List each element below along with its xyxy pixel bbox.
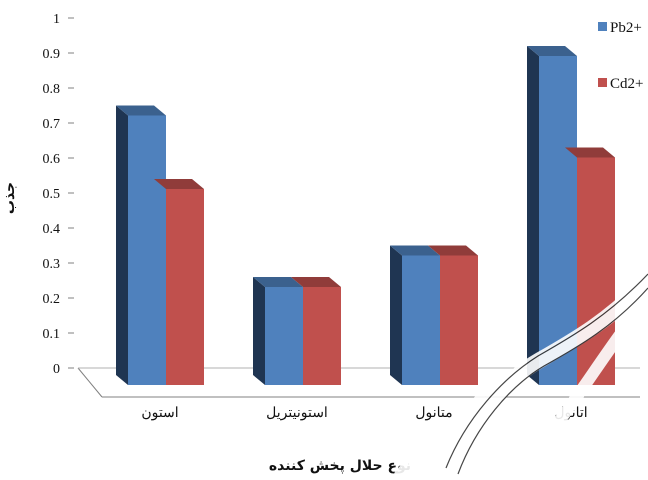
bars: [116, 46, 615, 385]
y-tick-label: 0.6: [43, 152, 61, 167]
watermark-stroke-1: [444, 272, 648, 478]
bar-Pb2+-3: [539, 56, 577, 385]
watermark-outline-1: [445, 273, 648, 469]
y-tick-label: 0.8: [43, 82, 61, 97]
floor-edge-left: [77, 367, 103, 398]
bar-Pb2+-0: [128, 115, 166, 385]
y-tick-label: 0.5: [43, 187, 61, 202]
y-axis-title: جذب: [2, 182, 18, 214]
bar-top-Cd2+: [565, 147, 615, 158]
y-tick-label: 0.2: [43, 292, 61, 307]
bar-side-Pb2+: [253, 277, 265, 385]
watermark-outline-2: [457, 287, 648, 475]
y-tick-label: 0.3: [43, 257, 61, 272]
watermark-stroke-3: [554, 294, 648, 426]
y-tick-label: 0.9: [43, 47, 61, 62]
x-axis-title: نوع حلال پخش کننده: [269, 458, 411, 474]
y-tick-label: 0: [53, 362, 60, 377]
bar-Pb2+-1: [265, 287, 303, 385]
legend-label: Pb2+: [610, 20, 642, 36]
bar-side-Pb2+: [116, 105, 128, 385]
bar-top-Cd2+: [291, 277, 341, 287]
y-tick-label: 1: [53, 12, 60, 27]
y-axis: 0 0.1 0.2 0.3 0.4 0.5 0.6 0.7 0.8 0.9 1: [43, 12, 74, 377]
bar-Cd2+-2: [440, 255, 478, 385]
bar-top-Cd2+: [428, 245, 478, 256]
bar-Cd2+-1: [303, 287, 341, 385]
bar-side-Pb2+: [527, 46, 539, 385]
watermark: [394, 272, 648, 480]
bar-Cd2+-0: [166, 189, 204, 385]
y-tick-label: 0.7: [43, 117, 61, 132]
bar-top-Pb2+: [116, 105, 166, 116]
bar-top-Cd2+: [154, 179, 204, 189]
bar-side-Pb2+: [390, 245, 402, 385]
bar-top-Pb2+: [390, 245, 440, 256]
legend-swatch: [598, 22, 607, 31]
y-tick-label: 0.1: [43, 327, 61, 342]
bar-top-Pb2+: [527, 46, 577, 56]
legend-label: Cd2+: [610, 76, 643, 92]
x-axis-categories: استون استونیتریل متانول اتانول: [141, 406, 587, 421]
x-category-label: متانول: [415, 406, 452, 421]
legend-swatch: [598, 78, 607, 87]
legend: Pb2+ Cd2+: [598, 20, 643, 92]
bar-top-Pb2+: [253, 277, 303, 287]
watermark-stroke-2: [394, 394, 486, 480]
bar-Pb2+-2: [402, 255, 440, 385]
y-tick-label: 0.4: [43, 222, 61, 237]
x-category-label: استون: [141, 406, 178, 421]
x-category-label: استونیتریل: [266, 406, 328, 421]
